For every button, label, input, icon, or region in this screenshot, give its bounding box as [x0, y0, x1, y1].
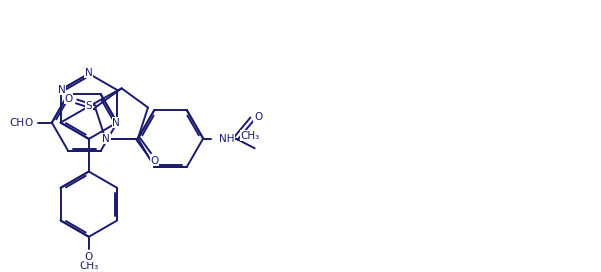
Text: O: O: [65, 94, 73, 104]
Text: N: N: [58, 85, 66, 95]
Text: O: O: [254, 112, 262, 122]
Text: O: O: [150, 156, 158, 166]
Text: O: O: [85, 252, 93, 262]
Text: N: N: [85, 68, 93, 78]
Text: CH₃: CH₃: [10, 118, 29, 128]
Text: NH: NH: [219, 134, 234, 144]
Text: N: N: [102, 134, 110, 144]
Text: CH₃: CH₃: [240, 131, 259, 141]
Text: CH₃: CH₃: [79, 261, 99, 271]
Text: N: N: [112, 118, 120, 128]
Text: S: S: [86, 101, 93, 111]
Text: O: O: [25, 118, 33, 128]
